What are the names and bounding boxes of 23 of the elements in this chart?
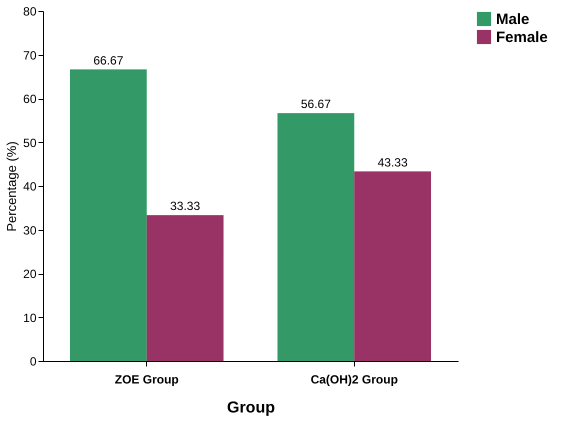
bar bbox=[354, 171, 432, 361]
y-tick-label: 20 bbox=[23, 267, 37, 281]
y-tick-label: 60 bbox=[23, 92, 37, 106]
y-tick-label: 70 bbox=[23, 48, 37, 62]
legend-label: Male bbox=[496, 11, 530, 28]
y-tick-label: 50 bbox=[23, 136, 37, 150]
data-label: 33.33 bbox=[170, 199, 200, 214]
y-tick-label: 0 bbox=[30, 354, 37, 368]
y-tick-label: 30 bbox=[23, 223, 37, 238]
y-axis-title: Percentage (%) bbox=[4, 141, 20, 232]
y-tick-label: 40 bbox=[23, 180, 37, 194]
x-tick-label: ZOE Group bbox=[114, 372, 179, 386]
y-tick-label: 10 bbox=[23, 310, 37, 325]
data-label: 66.67 bbox=[93, 53, 124, 68]
y-tick-label: 80 bbox=[23, 4, 37, 18]
x-tick-label: Ca(OH)2 Group bbox=[310, 372, 398, 386]
bar bbox=[146, 215, 224, 361]
bar bbox=[277, 113, 354, 361]
data-label: 56.67 bbox=[300, 97, 332, 112]
legend-label: Female bbox=[496, 29, 548, 46]
x-axis-title: Group bbox=[227, 400, 276, 416]
bar bbox=[70, 69, 147, 361]
data-label: 43.33 bbox=[378, 155, 408, 170]
